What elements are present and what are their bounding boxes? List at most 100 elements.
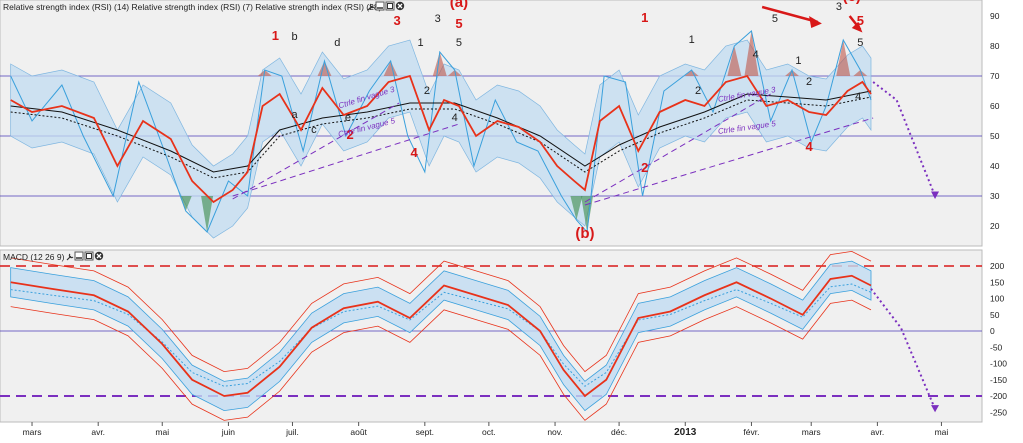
overbought-area: [853, 70, 868, 76]
wrench-icon[interactable]: [66, 253, 74, 261]
x-tick-label: mars: [23, 427, 42, 437]
wave-annotation: 5: [456, 37, 462, 49]
macd-y-tick-label: -150: [990, 375, 1007, 385]
maximize-icon[interactable]: [385, 1, 395, 11]
projection-arrowhead: [931, 191, 940, 199]
wave-annotation: 2: [695, 85, 701, 97]
wave-annotation: 1: [417, 37, 423, 49]
overbought-area: [744, 31, 759, 76]
wave-annotation: a: [292, 109, 299, 121]
overbought-area: [447, 70, 462, 76]
rsi-header-buttons: [367, 1, 405, 11]
wave-annotation: 1: [272, 28, 279, 43]
x-tick-label: avr.: [871, 427, 885, 437]
x-tick-label: sept.: [416, 427, 434, 437]
macd-y-tick-label: 150: [990, 277, 1004, 287]
trend-line: [584, 93, 771, 203]
trend-line: [232, 102, 400, 200]
overbought-area: [684, 70, 699, 76]
macd-y-tick-label: -100: [990, 359, 1007, 369]
x-tick-label: déc.: [611, 427, 627, 437]
wave-annotation: c: [311, 124, 317, 136]
close-icon[interactable]: [395, 1, 405, 11]
overbought-area: [836, 40, 851, 76]
close-icon[interactable]: [94, 251, 104, 261]
overbought-area: [785, 70, 800, 76]
macd-y-tick-label: -250: [990, 407, 1007, 417]
wave-annotation: (a): [450, 0, 468, 11]
wave-arrowhead: [851, 22, 863, 33]
macd-y-tick-label: -50: [990, 342, 1003, 352]
wave-annotation: 1: [689, 34, 695, 46]
oversold-area: [179, 196, 192, 211]
rsi-y-tick-label: 20: [990, 221, 1000, 231]
x-tick-label: mai: [155, 427, 169, 437]
x-tick-label: févr.: [743, 427, 759, 437]
wave-annotation: b: [292, 31, 298, 43]
wave-annotation: 5: [857, 13, 864, 28]
trend-line: [584, 117, 874, 206]
macd-y-tick-label: -200: [990, 391, 1007, 401]
minimize-icon[interactable]: [375, 1, 385, 11]
macd-signal-line: [10, 283, 872, 387]
x-tick-label: août: [350, 427, 367, 437]
x-tick-label: nov.: [547, 427, 562, 437]
rsi-y-tick-label: 80: [990, 41, 1000, 51]
maximize-icon[interactable]: [84, 251, 94, 261]
x-tick-label: 2013: [674, 427, 697, 438]
overbought-area: [383, 61, 398, 76]
wave-annotation: 2: [346, 127, 353, 142]
wave-annotation: 5: [857, 37, 863, 49]
wave-annotation: 4: [855, 91, 861, 103]
wave-annotation: 2: [806, 76, 812, 88]
rsi7-line: [10, 30, 872, 234]
macd-y-tick-label: 50: [990, 310, 1000, 320]
wave-annotation: 3: [836, 1, 842, 13]
rsi14-line: [10, 74, 872, 204]
macd-panel-title: MACD (12 26 9): [3, 252, 65, 262]
wave-annotation: e: [345, 112, 351, 124]
wave-arrow: [761, 5, 818, 24]
macd-line: [10, 274, 872, 398]
x-tick-label: mai: [935, 427, 949, 437]
wave-annotation: (c): [843, 0, 861, 5]
macd-header-buttons: [66, 251, 104, 261]
minimize-icon[interactable]: [74, 251, 84, 261]
rsi-y-tick-label: 90: [990, 11, 1000, 21]
x-tick-label: mars: [802, 427, 821, 437]
macd-envelope-upper: [10, 250, 872, 373]
x-tick-label: juin: [221, 427, 236, 437]
wave-annotation: 5: [455, 16, 462, 31]
wave-arrowhead: [809, 16, 822, 28]
oversold-area: [201, 196, 214, 232]
rsi-y-tick-label: 60: [990, 101, 1000, 111]
wave-annotation: d: [334, 37, 340, 49]
rsi-y-tick-label: 50: [990, 131, 1000, 141]
wave-annotation: 1: [641, 10, 648, 25]
x-tick-label: oct.: [482, 427, 496, 437]
wave-annotation: 2: [424, 85, 430, 97]
macd-band: [10, 260, 872, 412]
wave-annotation: 1: [795, 55, 801, 67]
rsi28-line: [10, 90, 872, 173]
rsi-y-tick-label: 30: [990, 191, 1000, 201]
macd-y-tick-label: 100: [990, 294, 1004, 304]
rsi-y-tick-label: 70: [990, 71, 1000, 81]
overbought-area: [727, 46, 742, 76]
macd-projection-arrowhead: [931, 405, 940, 413]
macd-y-tick-label: 200: [990, 261, 1004, 271]
wave-annotation: 4: [411, 145, 419, 160]
rsi-panel-title: Relative strength index (RSI) (14) Relat…: [3, 2, 382, 12]
x-tick-label: avr.: [91, 427, 105, 437]
wave-annotation: 4: [805, 139, 813, 154]
macd-envelope-lower: [10, 299, 872, 421]
wave-annotation: 4: [753, 49, 759, 61]
wave-annotation: (b): [575, 225, 594, 242]
wave-annotation: 2: [641, 160, 648, 175]
wave-annotation: 5: [772, 13, 778, 25]
wave-annotation: 3: [393, 13, 400, 28]
wave-annotation: 3: [435, 13, 441, 25]
wrench-icon[interactable]: [367, 3, 375, 11]
macd-projection-arrow: [870, 288, 936, 410]
